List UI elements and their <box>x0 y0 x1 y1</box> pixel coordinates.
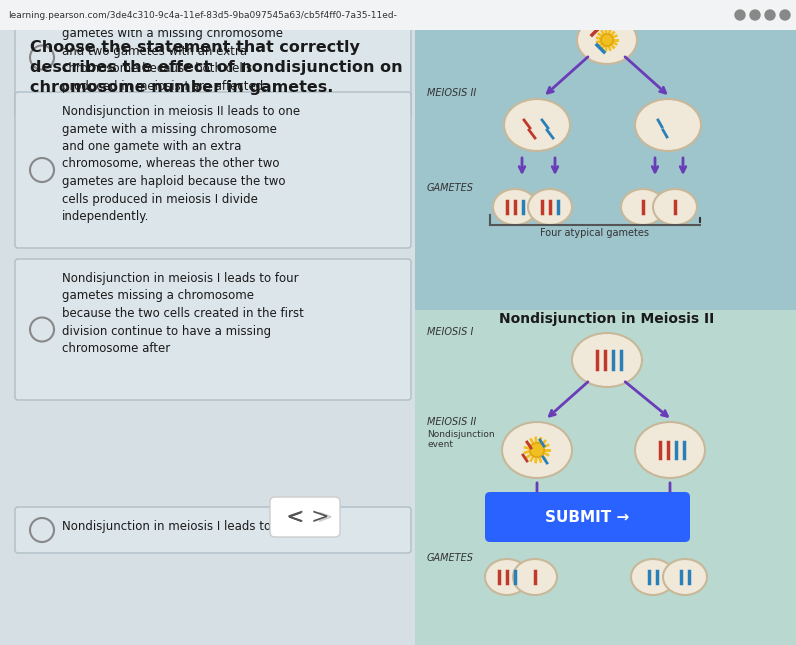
Text: MEIOSIS I: MEIOSIS I <box>427 5 474 15</box>
Ellipse shape <box>493 189 537 225</box>
Circle shape <box>780 10 790 20</box>
Text: <: < <box>287 508 303 526</box>
Text: Nondisjunction in meiosis II leads to two
gametes with a missing chromosome
and : Nondisjunction in meiosis II leads to tw… <box>62 10 300 93</box>
Circle shape <box>765 10 775 20</box>
Text: GAMETES: GAMETES <box>427 183 474 193</box>
Text: GAMETES: GAMETES <box>427 553 474 563</box>
Circle shape <box>530 443 544 457</box>
Text: Nondisjunction in meiosis I leads to four
gametes missing a chromosome
because t: Nondisjunction in meiosis I leads to fou… <box>62 272 304 355</box>
Ellipse shape <box>653 189 697 225</box>
Text: Nondisjunction in meiosis II leads to one
gamete with a missing chromosome
and o: Nondisjunction in meiosis II leads to on… <box>62 105 300 223</box>
FancyBboxPatch shape <box>0 0 796 30</box>
Ellipse shape <box>635 422 705 478</box>
Ellipse shape <box>528 189 572 225</box>
Ellipse shape <box>663 559 707 595</box>
Text: Nondisjunction in Meiosis II: Nondisjunction in Meiosis II <box>499 312 715 326</box>
Text: Choose the statement that correctly
describes the effect of nondisjunction on
ch: Choose the statement that correctly desc… <box>30 40 403 95</box>
Ellipse shape <box>513 559 557 595</box>
Text: MEIOSIS I: MEIOSIS I <box>427 327 474 337</box>
Text: Nondisjunction in meiosis I leads to four: Nondisjunction in meiosis I leads to fou… <box>62 520 298 533</box>
Text: Nondisjunction
event: Nondisjunction event <box>559 8 631 30</box>
Ellipse shape <box>631 559 675 595</box>
Text: >: > <box>310 507 330 527</box>
Circle shape <box>750 10 760 20</box>
FancyBboxPatch shape <box>415 310 796 645</box>
Text: Four atypical gametes: Four atypical gametes <box>540 228 650 238</box>
Text: <: < <box>286 507 304 527</box>
Ellipse shape <box>577 16 637 64</box>
Text: >: > <box>317 508 334 526</box>
Text: MEIOSIS II: MEIOSIS II <box>427 88 476 98</box>
FancyBboxPatch shape <box>15 507 411 553</box>
Text: Nondisjunction
event: Nondisjunction event <box>427 430 494 450</box>
Ellipse shape <box>504 99 570 151</box>
Ellipse shape <box>502 422 572 478</box>
Ellipse shape <box>572 333 642 387</box>
Circle shape <box>735 10 745 20</box>
FancyBboxPatch shape <box>485 492 690 542</box>
Ellipse shape <box>635 99 701 151</box>
Ellipse shape <box>621 189 665 225</box>
Text: SUBMIT →: SUBMIT → <box>545 510 629 524</box>
FancyBboxPatch shape <box>15 259 411 400</box>
FancyBboxPatch shape <box>0 30 415 645</box>
FancyBboxPatch shape <box>415 5 796 315</box>
Circle shape <box>601 34 613 46</box>
FancyBboxPatch shape <box>15 92 411 248</box>
Text: MEIOSIS II: MEIOSIS II <box>427 417 476 427</box>
FancyBboxPatch shape <box>270 497 340 537</box>
Ellipse shape <box>485 559 529 595</box>
Text: learning.pearson.com/3de4c310-9c4a-11ef-83d5-9ba097545a63/cb5f4ff0-7a35-11ed-: learning.pearson.com/3de4c310-9c4a-11ef-… <box>8 10 397 19</box>
FancyBboxPatch shape <box>15 0 411 118</box>
